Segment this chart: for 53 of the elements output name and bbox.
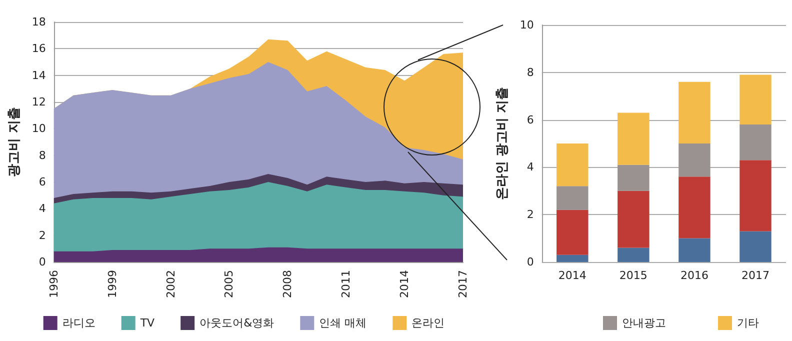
y-tick-label: 0 [38,256,46,268]
y-axis-title: 온라인 광고비 지출 [495,86,510,200]
x-tick-label: 2015 [619,269,648,282]
y-tick-label: 4 [526,160,534,174]
bar [618,112,650,165]
y-tick-label: 6 [526,113,534,126]
bar [740,74,772,125]
x-tick-label: 2014 [398,270,412,298]
legend-label: 온라인 [412,316,445,330]
y-tick-label: 0 [526,256,534,268]
bar [678,238,710,262]
bar [740,231,772,262]
y-tick-label: 16 [32,42,46,56]
x-tick-label: 2017 [741,269,770,282]
bar [678,82,710,144]
bar [678,144,710,177]
y-tick-label: 12 [32,96,46,108]
y-tick-label: 2 [38,228,46,242]
bar [556,210,588,255]
x-tick-label: 1996 [47,270,60,298]
bar [740,124,772,160]
y-tick-label: 18 [32,16,46,28]
x-tick-label: 2002 [164,270,178,298]
x-tick-label: 2014 [558,269,586,282]
x-tick-label: 2008 [281,270,294,298]
bar [556,186,588,210]
x-tick-label: 2016 [680,269,708,282]
y-tick-label: 10 [520,18,534,32]
legend-label: TV [139,316,156,330]
bar [556,254,588,262]
bar [678,176,710,238]
y-tick-label: 8 [526,66,534,79]
legend-label: 인쇄 매체 [319,316,367,330]
legend-label: 아웃도어&영화 [200,316,274,330]
bar [618,248,650,262]
legend-label: 라디오 [62,316,96,330]
bar [740,160,772,232]
y-tick-label: 10 [32,122,46,136]
y-tick-label: 8 [38,148,46,162]
y-tick-label: 14 [32,68,46,82]
legend-label: 기타 [737,316,759,330]
y-tick-label: 6 [38,176,46,188]
y-axis-title: 광고비 지출 [7,107,22,177]
bar [556,144,588,186]
x-tick-label: 2005 [222,270,236,298]
legend-label: 안내광고 [622,316,666,330]
bar [618,164,650,191]
x-tick-label: 2011 [340,270,353,298]
x-tick-label: 1999 [106,270,119,298]
y-tick-label: 4 [38,202,46,216]
y-tick-label: 2 [526,208,534,222]
x-tick-label: 2017 [456,270,470,298]
bar [618,190,650,248]
